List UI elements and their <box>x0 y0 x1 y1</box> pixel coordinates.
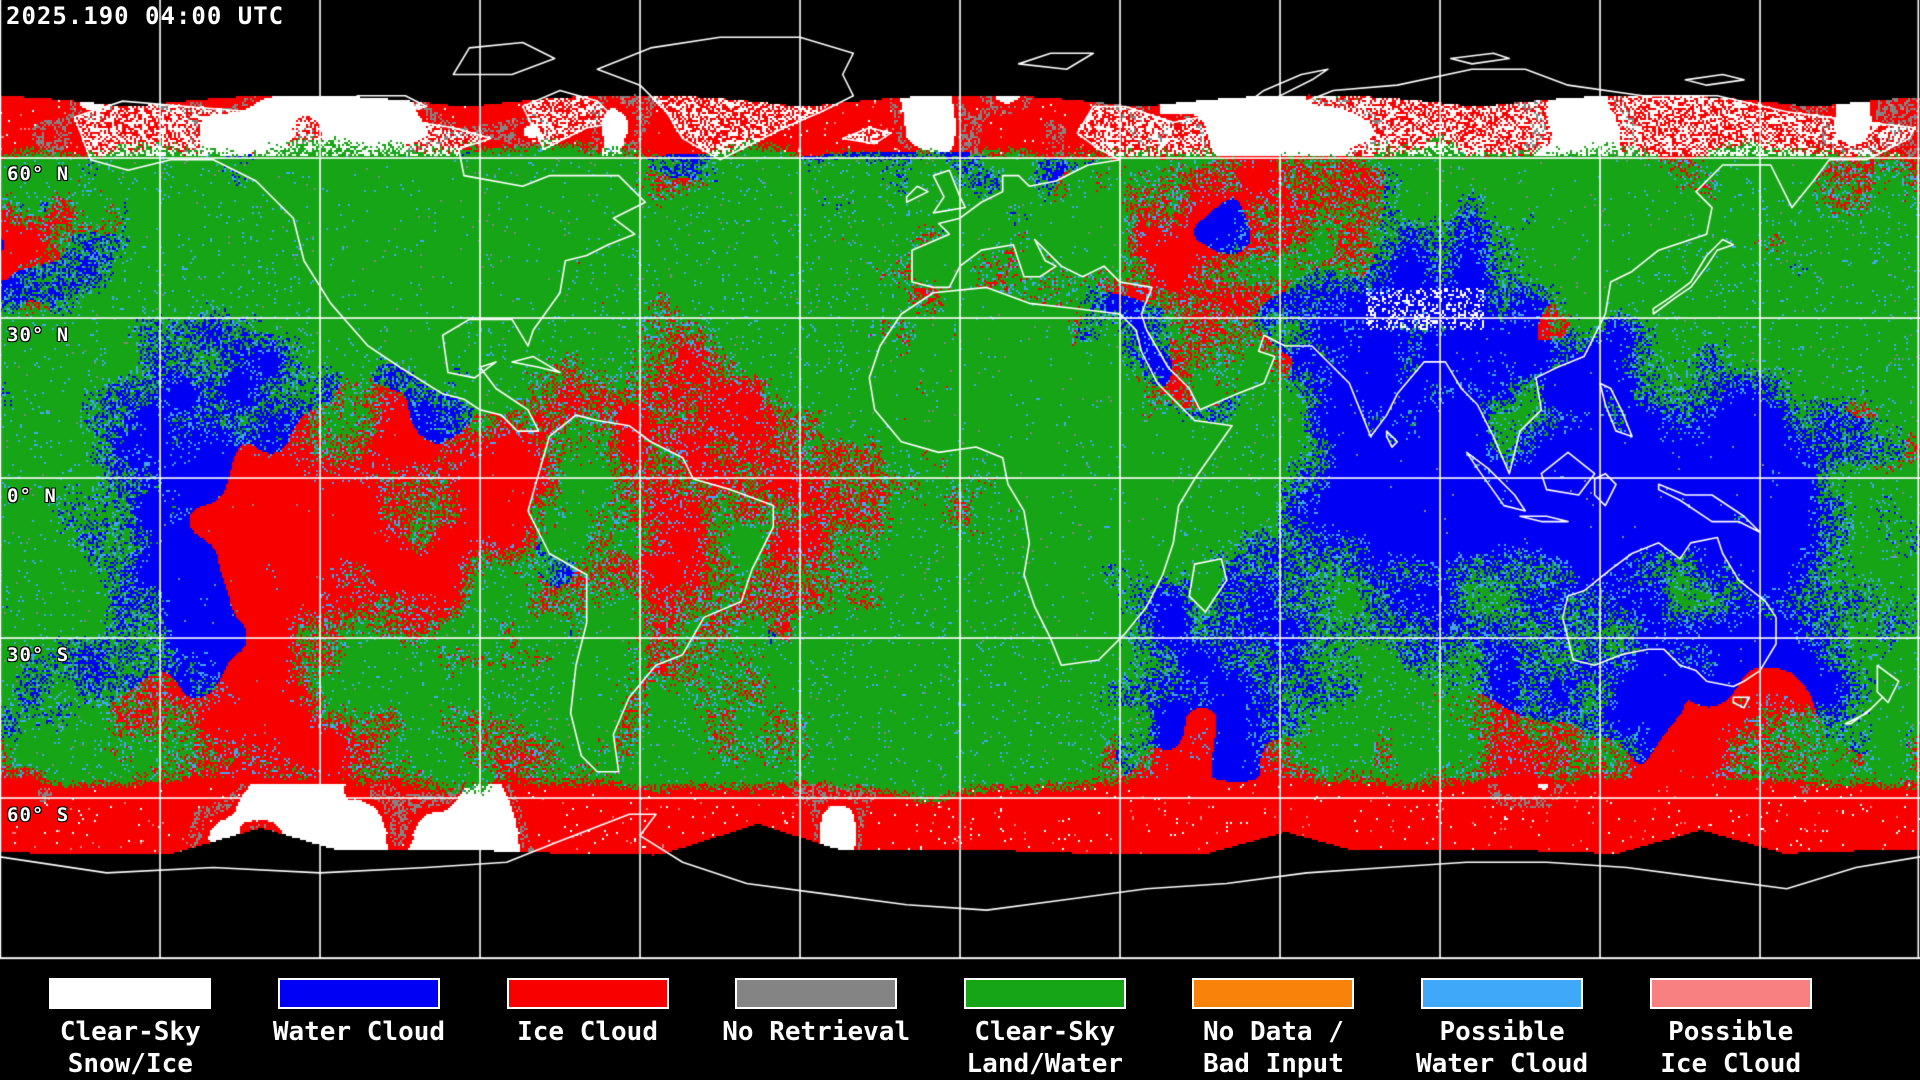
legend-item-ice-cloud: Ice Cloud <box>473 974 702 1080</box>
legend-label-line1: Clear-Sky <box>59 1017 201 1047</box>
latitude-label-30s: 30° S <box>7 644 70 666</box>
timestamp-label: 2025.190 04:00 UTC <box>6 2 285 30</box>
legend-label-line1: No Data / <box>1202 1017 1344 1047</box>
legend-swatch-possible-ice-cloud <box>1649 978 1812 1009</box>
legend-item-clear-sky-land-water: Clear-Sky Land/Water <box>931 974 1160 1080</box>
legend-label-line2: Snow/Ice <box>67 1049 193 1079</box>
legend-label-line1: Water Cloud <box>272 1017 446 1047</box>
legend-item-no-data-bad-input: No Data / Bad Input <box>1159 974 1388 1080</box>
latitude-label-60s: 60° S <box>7 804 70 826</box>
legend-item-possible-water-cloud: Possible Water Cloud <box>1388 974 1617 1080</box>
legend-label-line2: Bad Input <box>1202 1049 1344 1079</box>
legend-label-line2: Land/Water <box>966 1049 1124 1079</box>
legend-label-line2 <box>702 1048 931 1080</box>
legend-item-water-cloud: Water Cloud <box>245 974 474 1080</box>
legend-label-line2: Water Cloud <box>1415 1049 1589 1079</box>
legend-swatch-clear-sky-land-water <box>963 978 1126 1009</box>
legend-swatch-ice-cloud <box>506 978 669 1009</box>
legend-swatch-no-data-bad-input <box>1192 978 1355 1009</box>
latitude-label-0n: 0° N <box>7 485 57 507</box>
legend-label-line2 <box>245 1048 474 1080</box>
latitude-label-60n: 60° N <box>7 163 70 185</box>
latitude-label-30n: 30° N <box>7 324 70 346</box>
legend: Clear-Sky Snow/Ice Water Cloud Ice Cloud N… <box>16 974 1845 1080</box>
legend-label-line2: Ice Cloud <box>1660 1049 1802 1079</box>
legend-swatch-water-cloud <box>277 978 440 1009</box>
legend-swatch-no-retrieval <box>735 978 898 1009</box>
legend-label-line1: Possible <box>1439 1017 1565 1047</box>
legend-label-line1: Possible <box>1668 1017 1794 1047</box>
legend-label-line2 <box>473 1048 702 1080</box>
legend-item-possible-ice-cloud: Possible Ice Cloud <box>1616 974 1845 1080</box>
legend-swatch-possible-water-cloud <box>1421 978 1584 1009</box>
legend-swatch-clear-sky-snow-ice <box>49 978 212 1009</box>
legend-label-line1: No Retrieval <box>722 1017 911 1047</box>
legend-label-line1: Ice Cloud <box>517 1017 658 1047</box>
legend-item-clear-sky-snow-ice: Clear-Sky Snow/Ice <box>16 974 245 1080</box>
legend-label-line1: Clear-Sky <box>974 1017 1116 1047</box>
legend-item-no-retrieval: No Retrieval <box>702 974 931 1080</box>
cloud-phase-world-map <box>0 0 1920 960</box>
